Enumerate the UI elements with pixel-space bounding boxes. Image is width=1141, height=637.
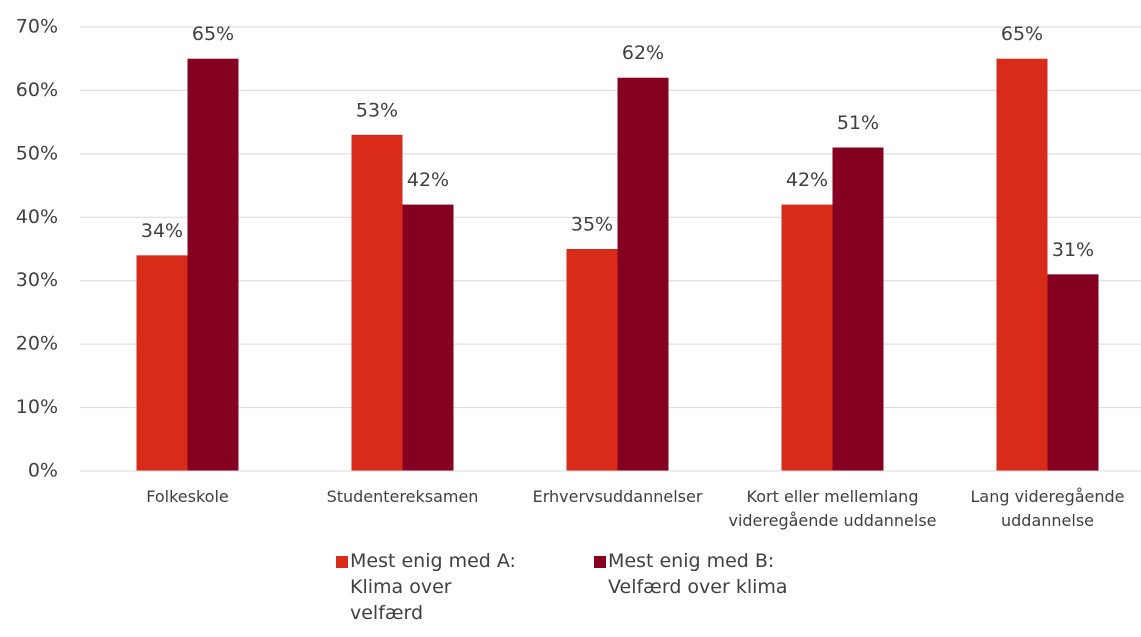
data-label: 35% <box>571 214 613 236</box>
x-tick-label: Kort eller mellemlang videregående uddan… <box>728 487 937 530</box>
legend-label: Mest enig med B: Velfærd over klima <box>608 550 788 598</box>
bar <box>402 204 454 471</box>
data-label: 65% <box>192 23 234 45</box>
data-label: 51% <box>837 112 879 134</box>
bar <box>187 58 239 471</box>
y-tick-label: 50% <box>16 142 58 164</box>
data-label: 42% <box>407 169 449 191</box>
legend-swatch <box>336 556 348 568</box>
x-tick-label: Folkeskole <box>146 487 229 506</box>
bar <box>996 58 1048 471</box>
data-label: 42% <box>786 169 828 191</box>
bar <box>136 255 188 471</box>
data-label: 31% <box>1052 239 1094 261</box>
y-tick-label: 40% <box>16 206 58 228</box>
y-tick-label: 70% <box>16 16 58 38</box>
data-label: 65% <box>1001 23 1043 45</box>
legend-swatch <box>594 556 606 568</box>
y-tick-label: 60% <box>16 79 58 101</box>
x-tick-label: Lang videregående uddannelse <box>970 487 1125 530</box>
data-label: 34% <box>141 220 183 242</box>
bar <box>566 249 618 471</box>
y-tick-label: 0% <box>28 460 58 482</box>
bar <box>1047 274 1099 471</box>
y-tick-label: 10% <box>16 396 58 418</box>
bar <box>781 204 833 471</box>
y-tick-label: 30% <box>16 269 58 291</box>
data-label: 62% <box>622 42 664 64</box>
x-tick-label: Erhvervsuddannelser <box>532 487 703 506</box>
bar <box>617 77 669 471</box>
legend-label: Mest enig med A: Klima over velfærd <box>350 550 516 624</box>
bar <box>351 134 403 472</box>
x-tick-label: Studentereksamen <box>326 487 479 506</box>
bar <box>832 147 884 471</box>
data-label: 53% <box>356 99 398 121</box>
y-tick-label: 20% <box>16 333 58 355</box>
